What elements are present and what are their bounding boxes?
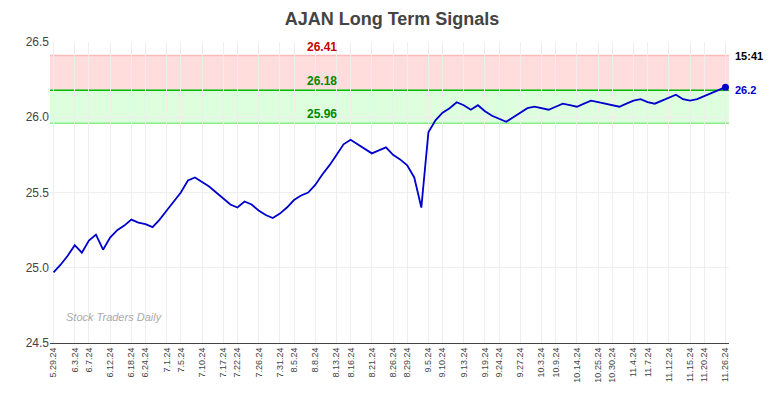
svg-text:8.26.24: 8.26.24 [388, 348, 398, 378]
svg-text:26.41: 26.41 [307, 40, 337, 54]
svg-text:6.7.24: 6.7.24 [84, 348, 94, 373]
svg-text:11.4.24: 11.4.24 [628, 348, 638, 377]
svg-text:AJAN Long Term Signals: AJAN Long Term Signals [285, 9, 500, 29]
svg-text:8.8.24: 8.8.24 [310, 348, 320, 373]
svg-text:9.10.24: 9.10.24 [437, 348, 447, 378]
svg-text:9.27.24: 9.27.24 [515, 348, 525, 378]
svg-text:8.13.24: 8.13.24 [331, 348, 341, 378]
svg-text:25.96: 25.96 [307, 107, 337, 121]
svg-text:6.3.24: 6.3.24 [70, 348, 80, 373]
svg-text:9.13.24: 9.13.24 [459, 348, 469, 378]
svg-text:7.10.24: 7.10.24 [197, 348, 207, 378]
svg-text:8.16.24: 8.16.24 [346, 348, 356, 378]
svg-text:6.12.24: 6.12.24 [105, 348, 115, 378]
svg-text:10.30.24: 10.30.24 [607, 348, 617, 383]
svg-text:11.12.24: 11.12.24 [664, 348, 674, 382]
svg-text:11.15.24: 11.15.24 [685, 348, 695, 382]
svg-text:7.5.24: 7.5.24 [176, 348, 186, 373]
svg-text:10.3.24: 10.3.24 [536, 348, 546, 378]
svg-text:15:41: 15:41 [735, 50, 763, 62]
svg-text:11.26.24: 11.26.24 [720, 348, 730, 382]
svg-text:6.18.24: 6.18.24 [126, 348, 136, 378]
svg-text:26.2: 26.2 [735, 84, 756, 96]
svg-text:7.26.24: 7.26.24 [254, 348, 264, 378]
svg-text:7.22.24: 7.22.24 [232, 348, 242, 378]
svg-text:Stock Traders Daily: Stock Traders Daily [66, 311, 163, 323]
svg-text:8.29.24: 8.29.24 [402, 348, 412, 378]
svg-text:6.24.24: 6.24.24 [140, 348, 150, 378]
svg-text:10.14.24: 10.14.24 [572, 348, 582, 383]
svg-text:7.1.24: 7.1.24 [162, 348, 172, 373]
svg-text:8.5.24: 8.5.24 [289, 348, 299, 373]
svg-text:9.5.24: 9.5.24 [423, 348, 433, 373]
svg-text:11.7.24: 11.7.24 [643, 348, 653, 377]
svg-text:8.21.24: 8.21.24 [367, 348, 377, 378]
svg-text:25.5: 25.5 [26, 186, 50, 200]
svg-text:5.29.24: 5.29.24 [48, 348, 58, 378]
svg-text:24.5: 24.5 [26, 336, 50, 350]
svg-text:7.31.24: 7.31.24 [275, 348, 285, 378]
svg-text:26.0: 26.0 [26, 110, 50, 124]
svg-text:26.18: 26.18 [307, 74, 337, 88]
svg-text:9.19.24: 9.19.24 [480, 348, 490, 378]
svg-text:25.0: 25.0 [26, 261, 50, 275]
svg-text:10.9.24: 10.9.24 [551, 348, 561, 378]
svg-text:7.17.24: 7.17.24 [218, 348, 228, 378]
svg-text:26.5: 26.5 [26, 35, 50, 49]
svg-text:10.25.24: 10.25.24 [593, 348, 603, 383]
svg-text:11.20.24: 11.20.24 [699, 348, 709, 382]
svg-text:9.24.24: 9.24.24 [494, 348, 504, 378]
